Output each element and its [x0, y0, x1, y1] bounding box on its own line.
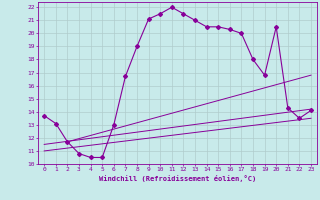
X-axis label: Windchill (Refroidissement éolien,°C): Windchill (Refroidissement éolien,°C) — [99, 175, 256, 182]
